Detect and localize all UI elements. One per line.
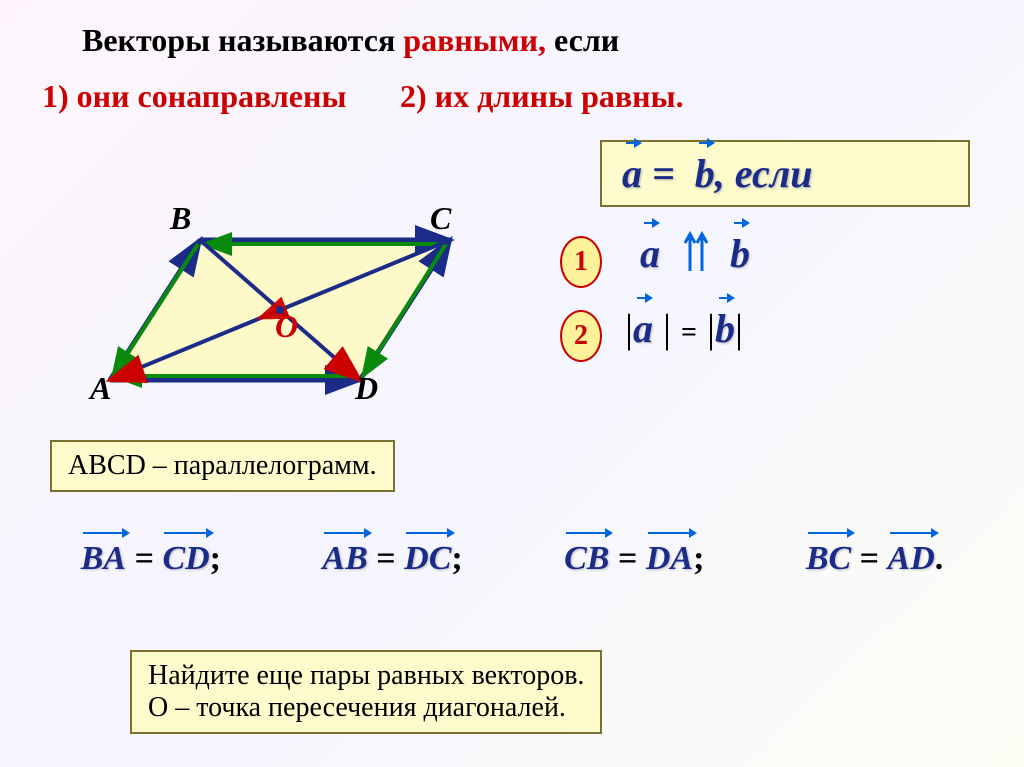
- eq-2: AB = DC;: [322, 540, 462, 578]
- cond2-b: b: [715, 305, 735, 352]
- heading-prefix: Векторы называются: [82, 22, 403, 58]
- eq-1: BA = CD;: [81, 540, 221, 578]
- vertex-c: С: [430, 200, 451, 237]
- vertex-d: D: [355, 370, 378, 407]
- eq1-r: CD: [162, 540, 209, 578]
- task-line2: О – точка пересечения диагоналей.: [148, 692, 584, 724]
- heading-suffix: если: [546, 22, 619, 58]
- eq1-p: ;: [210, 540, 221, 577]
- equations-row: BA = CD; AB = DC; CB = DA; BC = AD.: [0, 540, 1024, 578]
- heading: Векторы называются равными, если: [82, 22, 619, 59]
- codirectional-icon: [678, 231, 712, 275]
- bubble-1-num: 1: [574, 246, 588, 278]
- eq4-r: AD: [888, 540, 935, 578]
- vec-b: b: [695, 150, 715, 197]
- eq2-l: AB: [322, 540, 367, 578]
- formula-box: a = b, если: [600, 140, 970, 207]
- eq-sign: =: [642, 151, 685, 196]
- vertex-o: О: [275, 308, 298, 345]
- eq1-l: BA: [81, 540, 126, 578]
- task-box: Найдите еще пары равных векторов. О – то…: [130, 650, 602, 734]
- condition-codirectional: a b: [640, 230, 750, 277]
- cond2-a: a: [633, 305, 653, 352]
- parallelogram-diagram: [60, 200, 480, 400]
- bubble-1: 1: [560, 236, 602, 288]
- heading-highlight: равными,: [403, 22, 546, 58]
- condition-1-text: 1) они сонаправлены: [42, 78, 346, 115]
- vertex-a: А: [90, 370, 111, 407]
- eq3-l: CB: [564, 540, 609, 578]
- eq4-p: .: [935, 540, 944, 577]
- eq-3: CB = DA;: [564, 540, 704, 578]
- parallelogram-caption: ABCD – параллелограмм.: [50, 440, 395, 492]
- bubble-2-num: 2: [574, 320, 588, 352]
- eq-4: BC = AD.: [806, 540, 943, 578]
- formula-suffix: , если: [715, 151, 813, 196]
- task-line1: Найдите еще пары равных векторов.: [148, 660, 584, 692]
- cond1-b: b: [730, 230, 750, 277]
- eq3-r: DA: [646, 540, 693, 578]
- eq2-r: DC: [404, 540, 451, 578]
- vec-a: a: [622, 150, 642, 197]
- eq4-l: BC: [806, 540, 851, 578]
- condition-equal-length: |a | = |b|: [625, 305, 743, 352]
- bubble-2: 2: [560, 310, 602, 362]
- eq2-p: ;: [451, 540, 462, 577]
- eq3-p: ;: [693, 540, 704, 577]
- cond1-a: a: [640, 230, 660, 277]
- vertex-b: В: [170, 200, 191, 237]
- condition-2-text: 2) их длины равны.: [400, 78, 684, 115]
